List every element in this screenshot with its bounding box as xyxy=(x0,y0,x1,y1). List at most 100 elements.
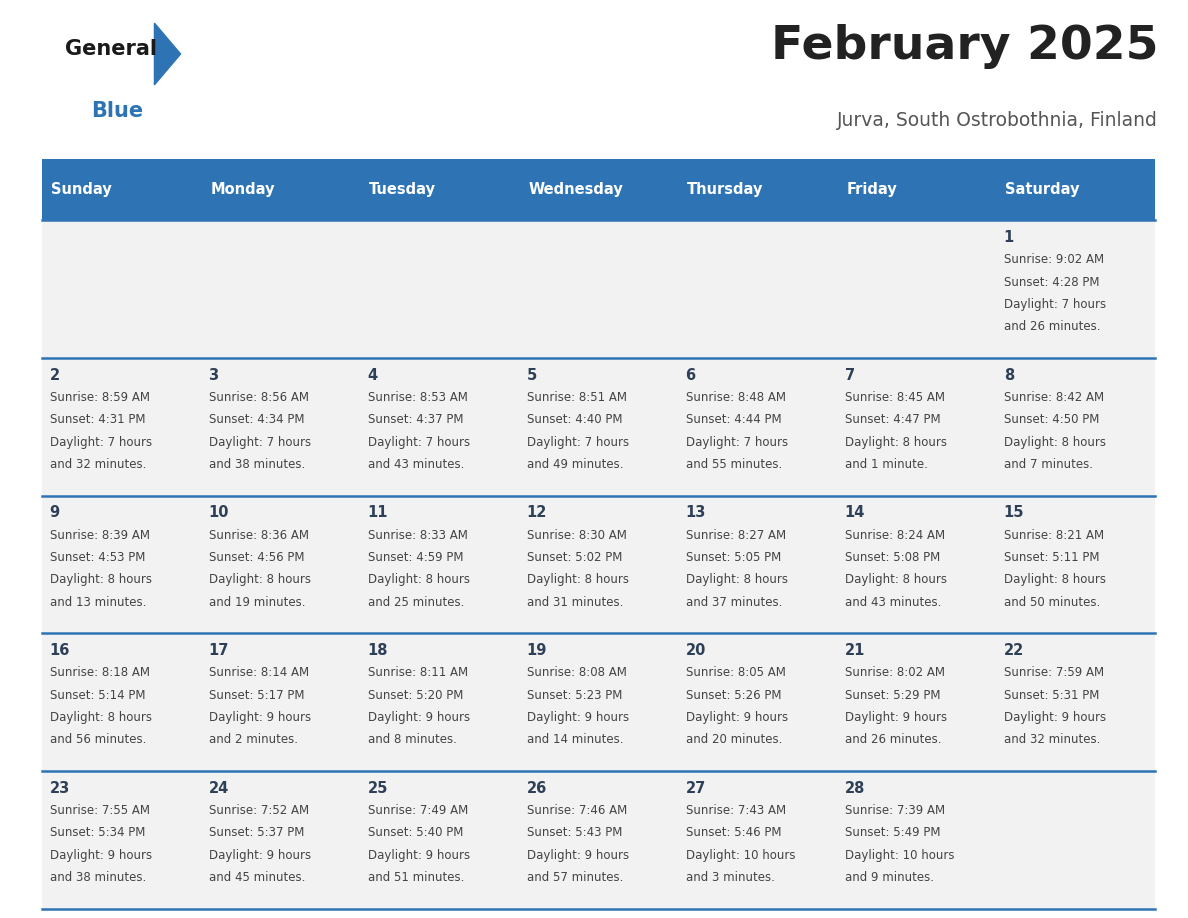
Bar xyxy=(836,159,996,220)
Text: 15: 15 xyxy=(1004,505,1024,521)
Text: and 50 minutes.: and 50 minutes. xyxy=(1004,596,1100,609)
Text: Daylight: 9 hours: Daylight: 9 hours xyxy=(367,849,469,862)
Text: Sunrise: 7:59 AM: Sunrise: 7:59 AM xyxy=(1004,666,1104,679)
Text: Daylight: 7 hours: Daylight: 7 hours xyxy=(50,436,152,449)
Text: Sunrise: 7:46 AM: Sunrise: 7:46 AM xyxy=(526,804,627,817)
Text: Sunset: 4:40 PM: Sunset: 4:40 PM xyxy=(526,413,623,426)
Text: Sunset: 5:14 PM: Sunset: 5:14 PM xyxy=(50,688,145,701)
Text: 10: 10 xyxy=(209,505,229,521)
Text: Daylight: 9 hours: Daylight: 9 hours xyxy=(526,849,628,862)
Text: Sunrise: 8:36 AM: Sunrise: 8:36 AM xyxy=(209,529,309,542)
Text: 20: 20 xyxy=(685,643,706,658)
Text: Wednesday: Wednesday xyxy=(529,182,623,197)
Text: and 55 minutes.: and 55 minutes. xyxy=(685,458,782,471)
Text: and 20 minutes.: and 20 minutes. xyxy=(685,733,782,746)
Bar xyxy=(836,220,996,358)
Text: Sunrise: 8:18 AM: Sunrise: 8:18 AM xyxy=(50,666,150,679)
Text: Sunset: 5:11 PM: Sunset: 5:11 PM xyxy=(1004,551,1099,564)
Bar xyxy=(360,220,519,358)
Bar xyxy=(996,496,1155,633)
Text: Sunrise: 8:02 AM: Sunrise: 8:02 AM xyxy=(845,666,944,679)
Text: Friday: Friday xyxy=(846,182,897,197)
Bar xyxy=(996,358,1155,496)
Text: Sunset: 4:59 PM: Sunset: 4:59 PM xyxy=(367,551,463,564)
Text: 22: 22 xyxy=(1004,643,1024,658)
Text: Sunset: 5:40 PM: Sunset: 5:40 PM xyxy=(367,826,463,839)
Text: Sunset: 4:50 PM: Sunset: 4:50 PM xyxy=(1004,413,1099,426)
Text: Daylight: 9 hours: Daylight: 9 hours xyxy=(1004,711,1106,724)
Text: Daylight: 9 hours: Daylight: 9 hours xyxy=(209,849,311,862)
Text: Daylight: 8 hours: Daylight: 8 hours xyxy=(50,711,152,724)
Text: and 26 minutes.: and 26 minutes. xyxy=(845,733,941,746)
Text: Daylight: 8 hours: Daylight: 8 hours xyxy=(685,574,788,587)
Text: and 51 minutes.: and 51 minutes. xyxy=(367,871,465,884)
Text: Sunset: 4:44 PM: Sunset: 4:44 PM xyxy=(685,413,782,426)
Text: and 25 minutes.: and 25 minutes. xyxy=(367,596,465,609)
Polygon shape xyxy=(154,23,181,84)
Bar xyxy=(836,633,996,771)
Text: Sunset: 4:34 PM: Sunset: 4:34 PM xyxy=(209,413,304,426)
Bar xyxy=(42,633,201,771)
Text: and 13 minutes.: and 13 minutes. xyxy=(50,596,146,609)
Text: and 43 minutes.: and 43 minutes. xyxy=(367,458,465,471)
Text: Daylight: 7 hours: Daylight: 7 hours xyxy=(367,436,469,449)
Text: Blue: Blue xyxy=(91,101,144,121)
Bar xyxy=(836,358,996,496)
Bar xyxy=(42,358,201,496)
Text: Daylight: 10 hours: Daylight: 10 hours xyxy=(845,849,954,862)
Text: and 8 minutes.: and 8 minutes. xyxy=(367,733,456,746)
Text: and 38 minutes.: and 38 minutes. xyxy=(209,458,305,471)
Text: 16: 16 xyxy=(50,643,70,658)
Text: Daylight: 8 hours: Daylight: 8 hours xyxy=(1004,574,1106,587)
Text: 25: 25 xyxy=(367,780,388,796)
Text: Sunset: 5:17 PM: Sunset: 5:17 PM xyxy=(209,688,304,701)
Text: and 19 minutes.: and 19 minutes. xyxy=(209,596,305,609)
Text: and 26 minutes.: and 26 minutes. xyxy=(1004,320,1100,333)
Bar xyxy=(201,220,360,358)
Bar xyxy=(201,496,360,633)
Text: Sunrise: 7:49 AM: Sunrise: 7:49 AM xyxy=(367,804,468,817)
Bar xyxy=(677,220,836,358)
Text: Monday: Monday xyxy=(210,182,274,197)
Bar xyxy=(519,771,677,909)
Text: 5: 5 xyxy=(526,367,537,383)
Text: Daylight: 7 hours: Daylight: 7 hours xyxy=(526,436,628,449)
Text: Daylight: 7 hours: Daylight: 7 hours xyxy=(685,436,788,449)
Text: 21: 21 xyxy=(845,643,865,658)
Text: Sunrise: 8:56 AM: Sunrise: 8:56 AM xyxy=(209,391,309,404)
Bar xyxy=(677,496,836,633)
Bar xyxy=(836,496,996,633)
Text: Sunrise: 9:02 AM: Sunrise: 9:02 AM xyxy=(1004,253,1104,266)
Text: General: General xyxy=(65,39,157,60)
Text: Sunset: 5:05 PM: Sunset: 5:05 PM xyxy=(685,551,781,564)
Text: Sunrise: 8:27 AM: Sunrise: 8:27 AM xyxy=(685,529,785,542)
Text: and 3 minutes.: and 3 minutes. xyxy=(685,871,775,884)
Text: and 1 minute.: and 1 minute. xyxy=(845,458,928,471)
Text: 23: 23 xyxy=(50,780,70,796)
Text: Sunset: 4:47 PM: Sunset: 4:47 PM xyxy=(845,413,940,426)
Bar xyxy=(519,496,677,633)
Text: 26: 26 xyxy=(526,780,546,796)
Text: Sunrise: 7:43 AM: Sunrise: 7:43 AM xyxy=(685,804,785,817)
Text: Sunrise: 8:08 AM: Sunrise: 8:08 AM xyxy=(526,666,626,679)
Text: 2: 2 xyxy=(50,367,59,383)
Text: Daylight: 8 hours: Daylight: 8 hours xyxy=(845,436,947,449)
Bar xyxy=(42,220,201,358)
Text: Sunrise: 8:59 AM: Sunrise: 8:59 AM xyxy=(50,391,150,404)
Text: Sunset: 5:43 PM: Sunset: 5:43 PM xyxy=(526,826,623,839)
Bar xyxy=(677,358,836,496)
Text: Daylight: 7 hours: Daylight: 7 hours xyxy=(1004,298,1106,311)
Text: and 43 minutes.: and 43 minutes. xyxy=(845,596,941,609)
Text: Sunrise: 8:45 AM: Sunrise: 8:45 AM xyxy=(845,391,944,404)
Bar xyxy=(201,771,360,909)
Text: Sunset: 4:28 PM: Sunset: 4:28 PM xyxy=(1004,275,1099,288)
Text: 6: 6 xyxy=(685,367,696,383)
Bar xyxy=(996,771,1155,909)
Text: Daylight: 9 hours: Daylight: 9 hours xyxy=(209,711,311,724)
Bar xyxy=(42,159,201,220)
Text: and 57 minutes.: and 57 minutes. xyxy=(526,871,623,884)
Text: Sunset: 5:46 PM: Sunset: 5:46 PM xyxy=(685,826,782,839)
Text: Sunrise: 8:53 AM: Sunrise: 8:53 AM xyxy=(367,391,467,404)
Text: and 32 minutes.: and 32 minutes. xyxy=(1004,733,1100,746)
Text: Sunrise: 8:39 AM: Sunrise: 8:39 AM xyxy=(50,529,150,542)
